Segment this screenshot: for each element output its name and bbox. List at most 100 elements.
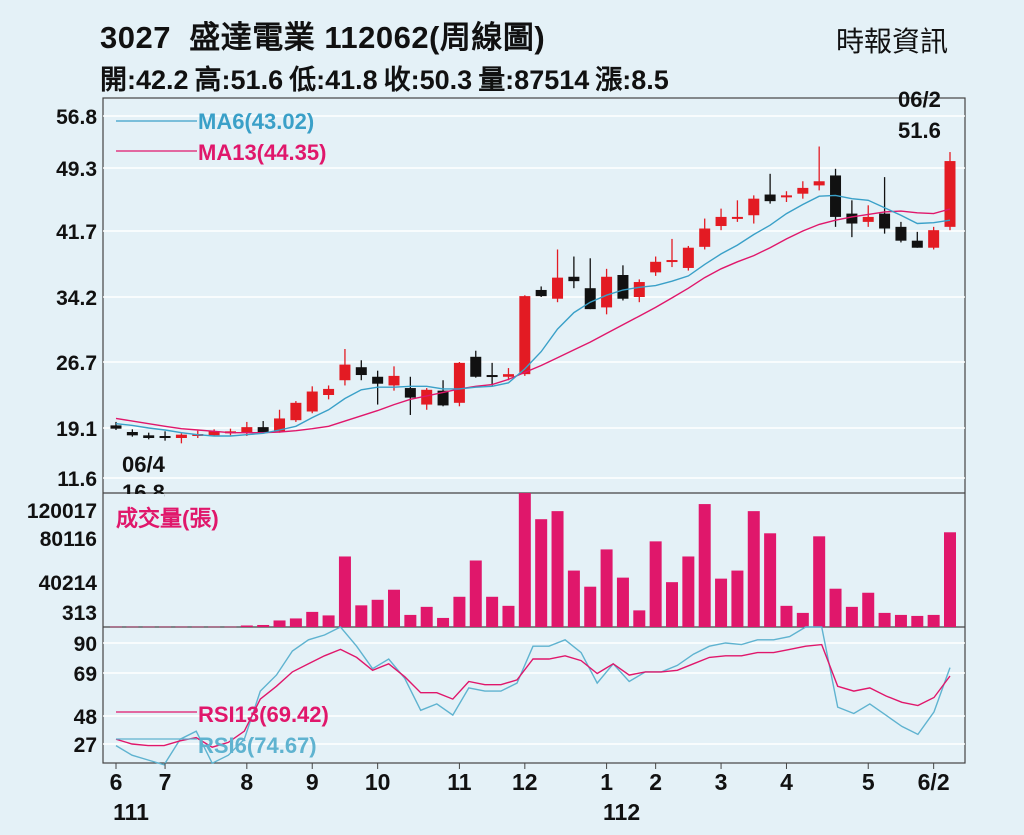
candle-body bbox=[552, 277, 564, 299]
volume-tick-label: 40214 bbox=[39, 572, 98, 595]
rsi13-legend-label: RSI13(69.42) bbox=[198, 702, 329, 727]
candle-body bbox=[388, 375, 400, 386]
volume-bar bbox=[191, 626, 204, 628]
volume-bar bbox=[845, 606, 858, 627]
price-tick-label: 56.8 bbox=[56, 106, 97, 129]
candle-body bbox=[879, 213, 891, 229]
candle-body bbox=[404, 388, 416, 398]
volume-bar bbox=[175, 626, 188, 628]
volume-bar bbox=[420, 606, 433, 627]
low-date-label: 06/4 bbox=[122, 452, 166, 477]
candle-body bbox=[748, 198, 760, 216]
candle-body bbox=[699, 228, 711, 247]
x-year-label: 111 bbox=[113, 799, 149, 825]
candle-body bbox=[502, 374, 514, 377]
volume-bar bbox=[535, 519, 548, 627]
candle-body bbox=[682, 247, 694, 268]
price-tick-label: 41.7 bbox=[56, 221, 97, 244]
candle-body bbox=[110, 425, 122, 429]
volume-bar bbox=[715, 578, 728, 627]
volume-bar bbox=[338, 556, 351, 627]
volume-bar bbox=[240, 625, 253, 627]
volume-bar bbox=[600, 549, 613, 627]
candle-body bbox=[470, 356, 482, 377]
volume-tick-label: 80116 bbox=[40, 528, 97, 551]
ma13-line bbox=[115, 208, 951, 434]
stock-name: 盛達電業 bbox=[189, 20, 316, 55]
chart-period: 112062(周線圖) bbox=[324, 20, 546, 55]
candle-body bbox=[666, 260, 678, 263]
candle-body bbox=[568, 276, 580, 282]
volume-bar bbox=[944, 532, 956, 627]
volume-tick-label: 120017 bbox=[27, 500, 97, 523]
candle-body bbox=[143, 435, 155, 438]
x-tick-label: 6/2 bbox=[918, 769, 950, 795]
volume-bar bbox=[666, 582, 678, 627]
volume-bar bbox=[159, 626, 172, 628]
label-mask bbox=[104, 494, 164, 502]
candle-body bbox=[731, 216, 743, 219]
candle-body bbox=[895, 226, 907, 241]
volume-bar bbox=[698, 504, 711, 627]
rsi-tick-label: 69 bbox=[74, 663, 97, 686]
chart-title: 3027 盛達電業 112062(周線圖) bbox=[100, 12, 545, 57]
volume-bar bbox=[502, 605, 515, 627]
candle-body bbox=[519, 296, 531, 375]
volume-bar bbox=[371, 599, 384, 627]
candle-body bbox=[355, 367, 367, 376]
candle-body bbox=[846, 213, 858, 224]
x-tick-label: 4 bbox=[780, 769, 793, 795]
volume-bar bbox=[731, 570, 744, 627]
rsi-tick-label: 90 bbox=[74, 633, 97, 656]
volume-bar bbox=[878, 612, 891, 627]
x-tick-label: 2 bbox=[649, 769, 662, 795]
candle-body bbox=[715, 216, 727, 227]
volume-bar bbox=[453, 596, 466, 627]
volume-bar bbox=[306, 611, 319, 627]
volume-bar bbox=[469, 560, 482, 627]
high-value-label: 51.6 bbox=[898, 118, 941, 143]
x-tick-label: 12 bbox=[512, 769, 538, 795]
volume-bar bbox=[894, 614, 907, 627]
volume-bar bbox=[796, 612, 809, 627]
candle-body bbox=[421, 389, 433, 405]
candle-body bbox=[126, 432, 138, 436]
x-tick-label: 3 bbox=[715, 769, 728, 795]
candle-body bbox=[780, 195, 792, 198]
volume-bar bbox=[862, 592, 875, 627]
volume-bar bbox=[322, 615, 335, 627]
volume-bar bbox=[747, 511, 760, 627]
candle-body bbox=[323, 388, 335, 395]
volume-bar bbox=[404, 614, 417, 627]
stock-code: 3027 bbox=[100, 20, 171, 55]
candle-body bbox=[159, 436, 171, 438]
volume-bar bbox=[829, 588, 842, 627]
volume-bar bbox=[355, 605, 368, 627]
volume-bar bbox=[388, 589, 400, 627]
candle-body bbox=[633, 282, 645, 297]
price-tick-label: 26.7 bbox=[56, 352, 97, 375]
x-tick-label: 10 bbox=[365, 769, 391, 795]
candle-body bbox=[911, 240, 923, 248]
candle-body bbox=[257, 427, 269, 432]
stat-高: 高:51.6 bbox=[194, 65, 284, 95]
candle-body bbox=[241, 427, 253, 432]
candle-body bbox=[339, 364, 351, 381]
candle-body bbox=[650, 261, 662, 273]
candle-body bbox=[862, 216, 874, 222]
price-tick-label: 11.6 bbox=[57, 468, 97, 491]
volume-bar bbox=[567, 570, 580, 627]
rsi6-legend-label: RSI6(74.67) bbox=[198, 733, 317, 758]
volume-bar bbox=[224, 626, 237, 628]
volume-bar bbox=[126, 626, 139, 628]
candle-body bbox=[830, 175, 842, 217]
candle-body bbox=[372, 376, 384, 384]
candle-body bbox=[617, 275, 629, 299]
data-source: 時報資訊 bbox=[836, 26, 949, 57]
x-tick-label: 7 bbox=[159, 769, 172, 795]
candle-body bbox=[208, 431, 220, 436]
candle-body bbox=[584, 288, 596, 310]
stat-量: 量:87514 bbox=[478, 65, 590, 95]
volume-bar bbox=[780, 605, 793, 627]
